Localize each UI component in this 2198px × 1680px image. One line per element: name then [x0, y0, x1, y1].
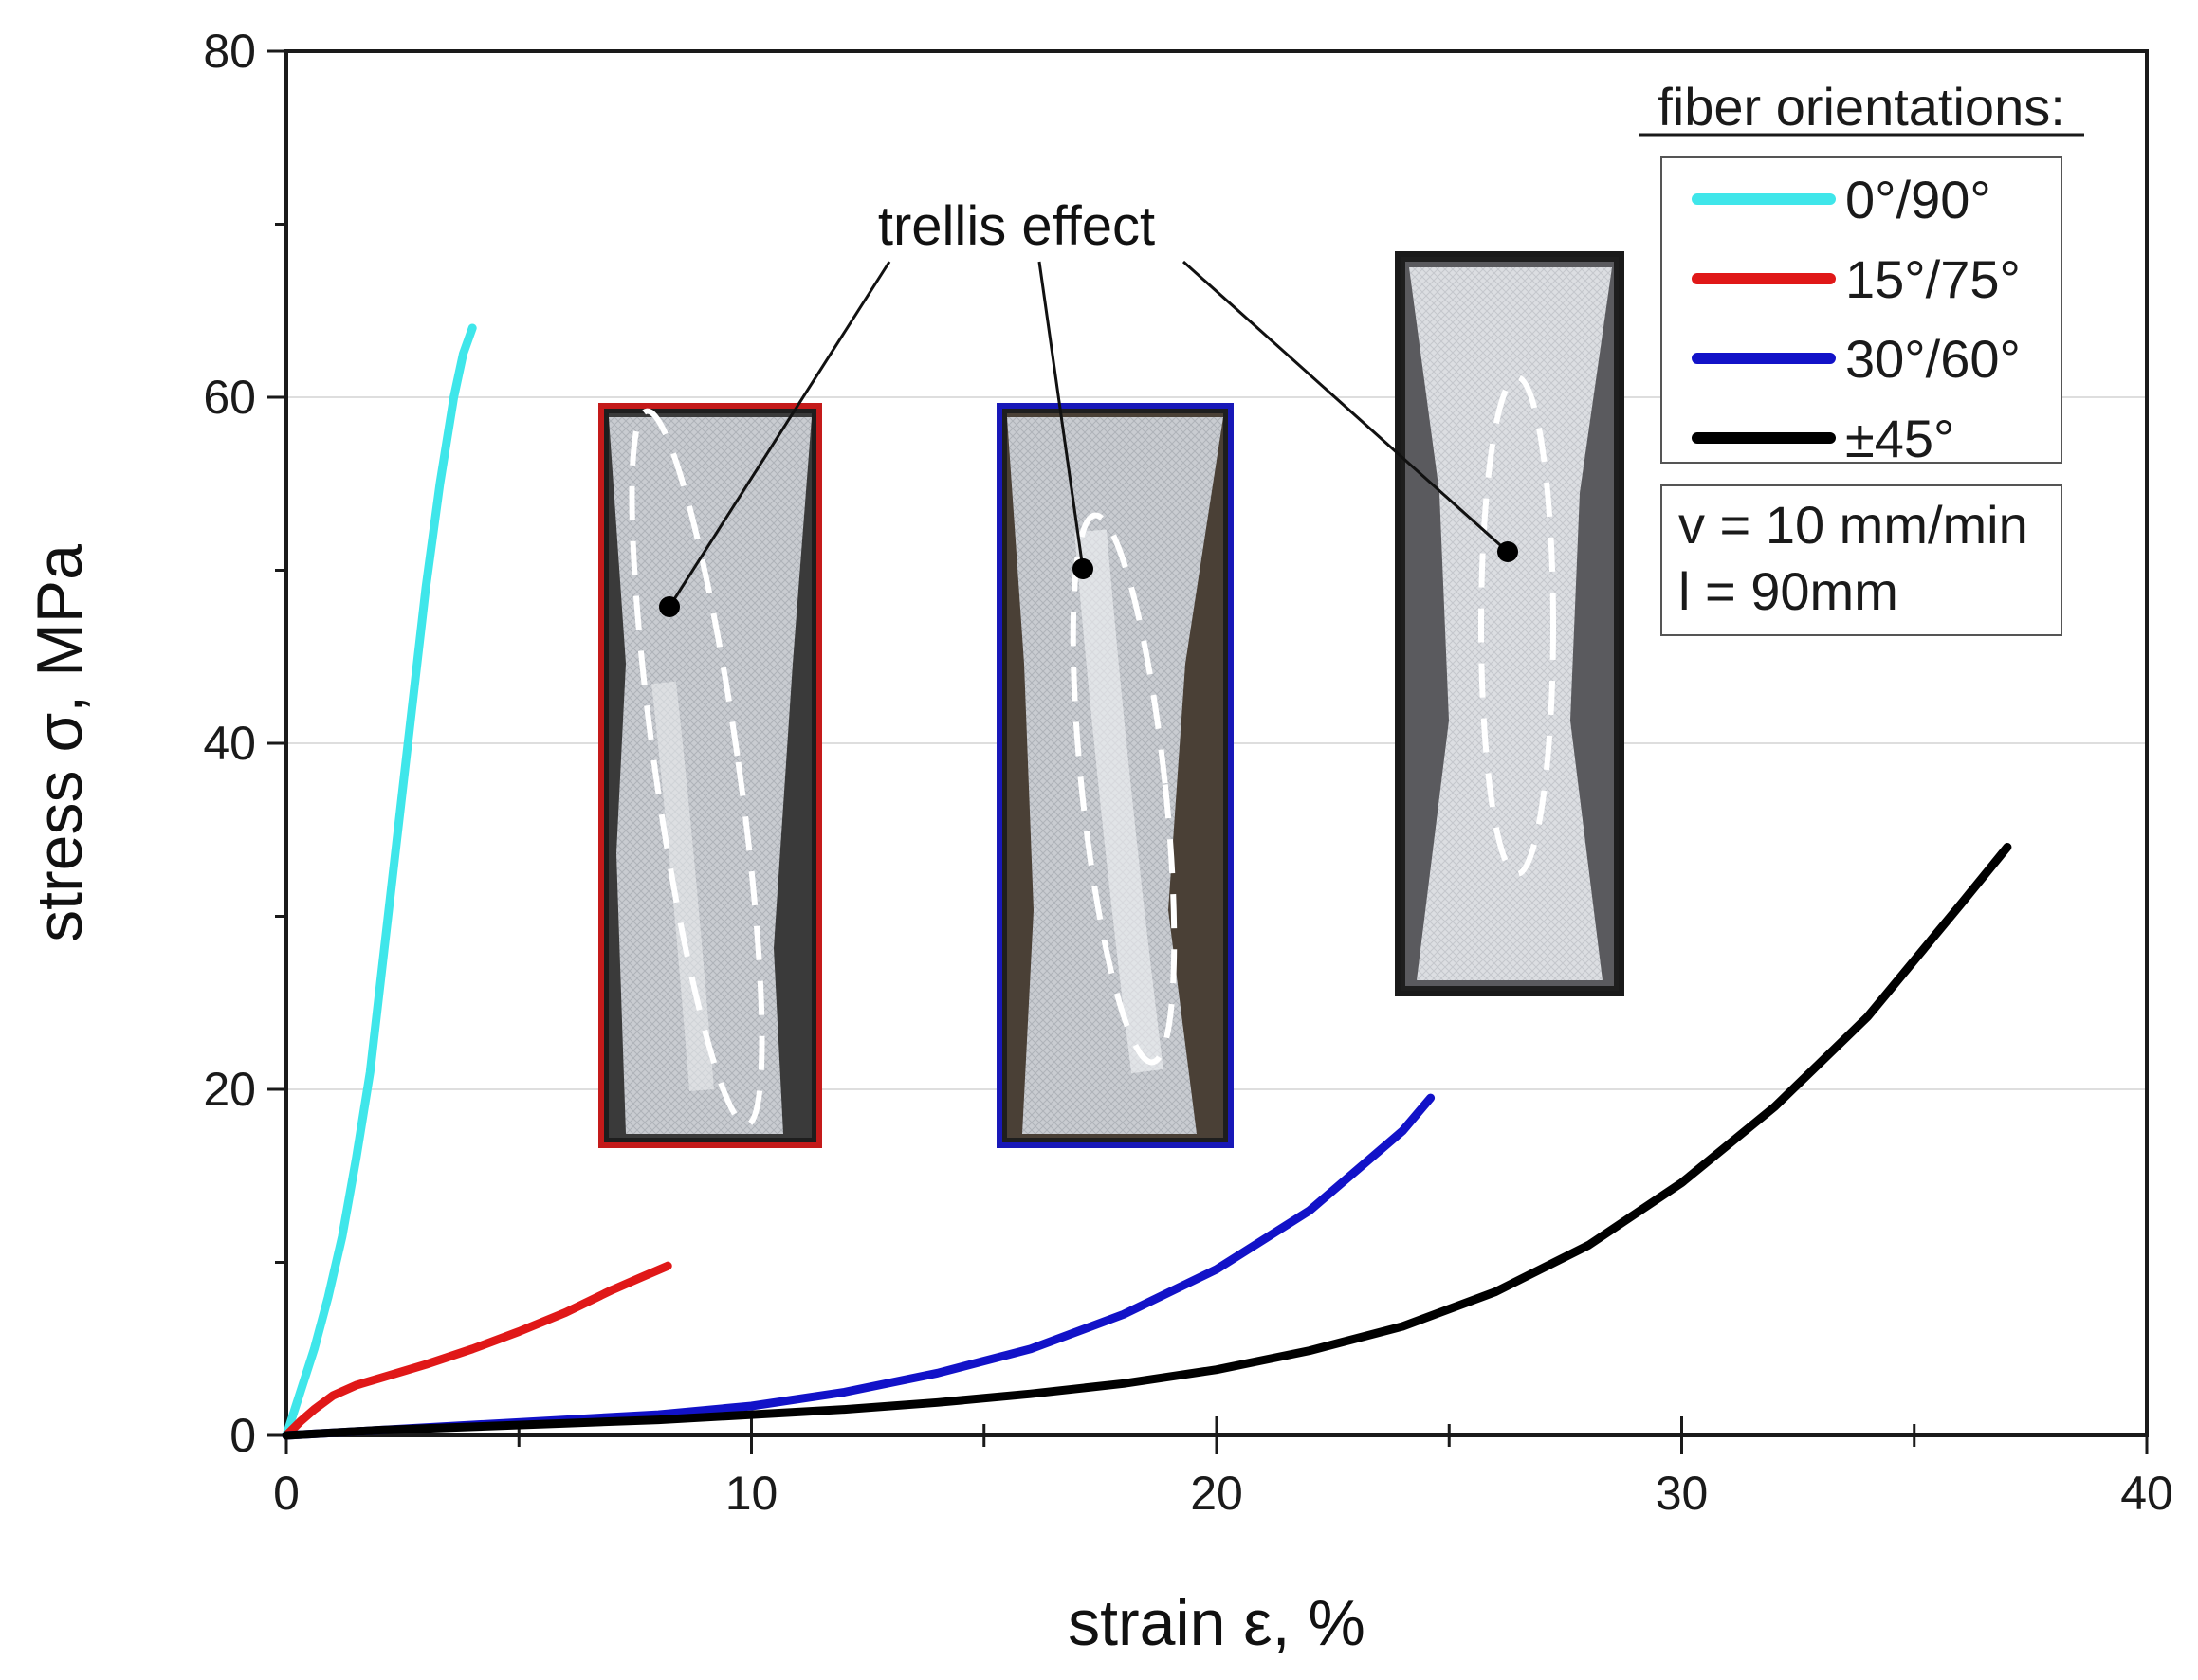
legend-title: fiber orientations:: [1658, 77, 2065, 137]
series-line-0: [282, 323, 477, 1440]
specimen-photo-30-60: [997, 403, 1234, 1148]
trellis-effect-annotation: trellis effect: [659, 195, 1518, 617]
annotation-point: [1497, 541, 1518, 562]
legend-label: ±45°: [1845, 409, 1954, 468]
test-conditions-box: v = 10 mm/min l = 90mm: [1660, 484, 2062, 636]
x-tick-label: 20: [1190, 1467, 1243, 1520]
axis-tick-labels: 0 10 20 30 40 0 20 40 60 80: [203, 25, 2172, 1520]
y-tick-label: 60: [203, 371, 256, 424]
y-axis-title: stress σ, MPa: [24, 544, 96, 942]
legend-label: 30°/60°: [1845, 329, 2021, 389]
y-tick-label: 0: [229, 1409, 256, 1462]
legend-label: 15°/75°: [1845, 249, 2021, 309]
x-tick-label: 40: [2120, 1467, 2173, 1520]
data-series: [282, 323, 2012, 1440]
y-tick-label: 20: [203, 1063, 256, 1116]
annotation-point: [659, 596, 680, 617]
x-tick-label: 30: [1656, 1467, 1709, 1520]
series-line-2: [282, 1093, 1436, 1440]
specimen-photo-pm45: [1395, 251, 1624, 996]
legend-label: 0°/90°: [1845, 170, 1991, 229]
specimen-photo-15-75: [598, 403, 822, 1148]
legend-box: [1660, 156, 2062, 464]
annotation-text: trellis effect: [878, 195, 1155, 257]
y-tick-label: 40: [203, 717, 256, 770]
test-speed-text: v = 10 mm/min: [1678, 495, 2028, 555]
legend: fiber orientations: 0°/90° 15°/75° 30°/60°…: [1639, 77, 2084, 468]
x-tick-label: 0: [273, 1467, 300, 1520]
test-length-text: l = 90mm: [1678, 561, 1898, 621]
series-line-3: [282, 843, 2012, 1440]
series-line-1: [282, 1261, 672, 1440]
x-axis-title: strain ε, %: [1068, 1587, 1365, 1659]
y-tick-label: 80: [203, 25, 256, 78]
annotation-point: [1072, 558, 1093, 579]
x-tick-label: 10: [725, 1467, 778, 1520]
